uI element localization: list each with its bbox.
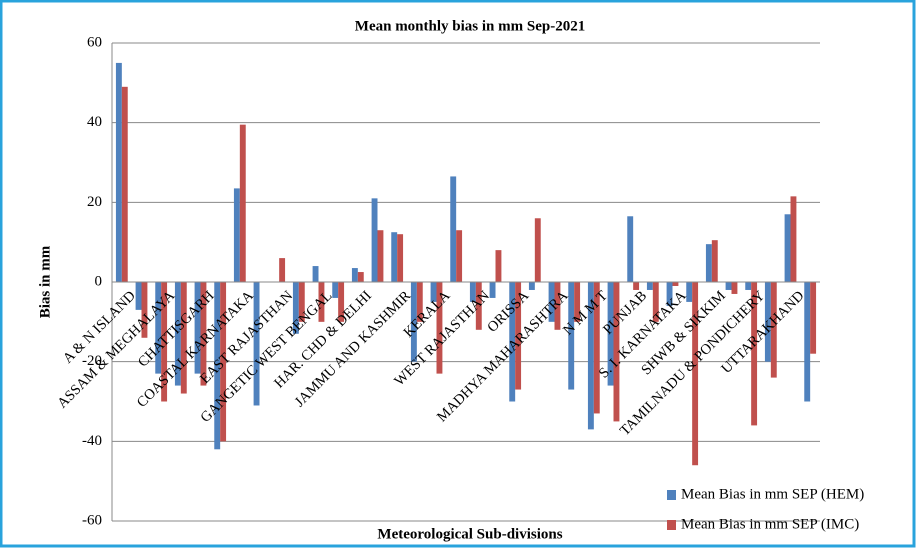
bar [161,282,168,402]
bar [338,282,345,322]
bar [751,282,758,426]
bar [115,62,122,282]
bar [489,282,496,298]
bar [180,282,187,394]
bar [253,282,260,406]
bar [627,216,634,282]
bar [416,282,423,322]
bar [279,258,286,282]
bar [686,282,693,302]
bar [652,282,659,322]
bar [666,282,673,306]
bar [633,282,640,290]
chart-title: Mean monthly bias in mm Sep-2021 [355,18,585,34]
bar [200,282,207,386]
y-tick-label: 20 [87,194,102,210]
bar [528,282,535,290]
bar [332,282,339,298]
bar [318,282,325,322]
bar [233,188,240,282]
bar [568,282,575,390]
bar [613,282,620,422]
y-axis-title: Bias in mm [37,245,53,318]
bar [475,282,482,330]
bar [135,282,142,310]
y-tick-label: 0 [95,273,103,289]
bar [469,282,476,302]
bar [745,282,752,290]
bar [672,282,679,286]
bar [391,232,398,282]
bar [731,282,738,294]
bar [410,282,417,362]
bar [371,198,378,282]
bar [430,282,437,302]
bar [194,282,201,374]
bar [298,282,305,322]
bar [784,214,791,282]
bar [121,86,128,282]
bar [554,282,561,330]
bar [214,282,221,450]
bar [509,282,516,402]
bar [692,282,699,466]
y-tick-label: -20 [82,353,102,369]
bar [312,266,319,282]
bar [725,282,732,290]
bar [450,176,457,282]
bar [711,240,718,282]
bar [764,282,771,362]
bar [574,282,581,322]
bar [397,234,404,282]
bar [155,282,162,374]
bar [548,282,555,322]
bar [174,282,181,386]
bar [377,230,384,282]
y-tick-label: 40 [87,114,102,130]
bar [141,282,148,338]
bar [607,282,614,386]
bar [495,250,502,282]
bar [587,282,594,430]
x-axis-title: Meteorological Sub-divisions [377,526,562,542]
bar [790,196,797,282]
y-tick-label: -60 [82,512,102,528]
bar [357,272,364,282]
bar [804,282,811,402]
legend-swatch [667,520,676,530]
y-tick-label: -40 [82,433,102,449]
bar [810,282,817,354]
bar [239,124,246,283]
bar [770,282,777,378]
bar [456,230,463,282]
bar [220,282,227,442]
bar [534,218,541,282]
bar [436,282,443,374]
legend-swatch [667,490,676,500]
bar [705,244,712,282]
bar [515,282,522,390]
y-tick-label: 60 [87,34,102,50]
bar [351,268,358,282]
bar [292,282,299,334]
legend-label: Mean Bias in mm SEP (IMC) [681,516,859,532]
bar [646,282,653,290]
bar [593,282,600,414]
legend-label: Mean Bias in mm SEP (HEM) [681,486,864,502]
